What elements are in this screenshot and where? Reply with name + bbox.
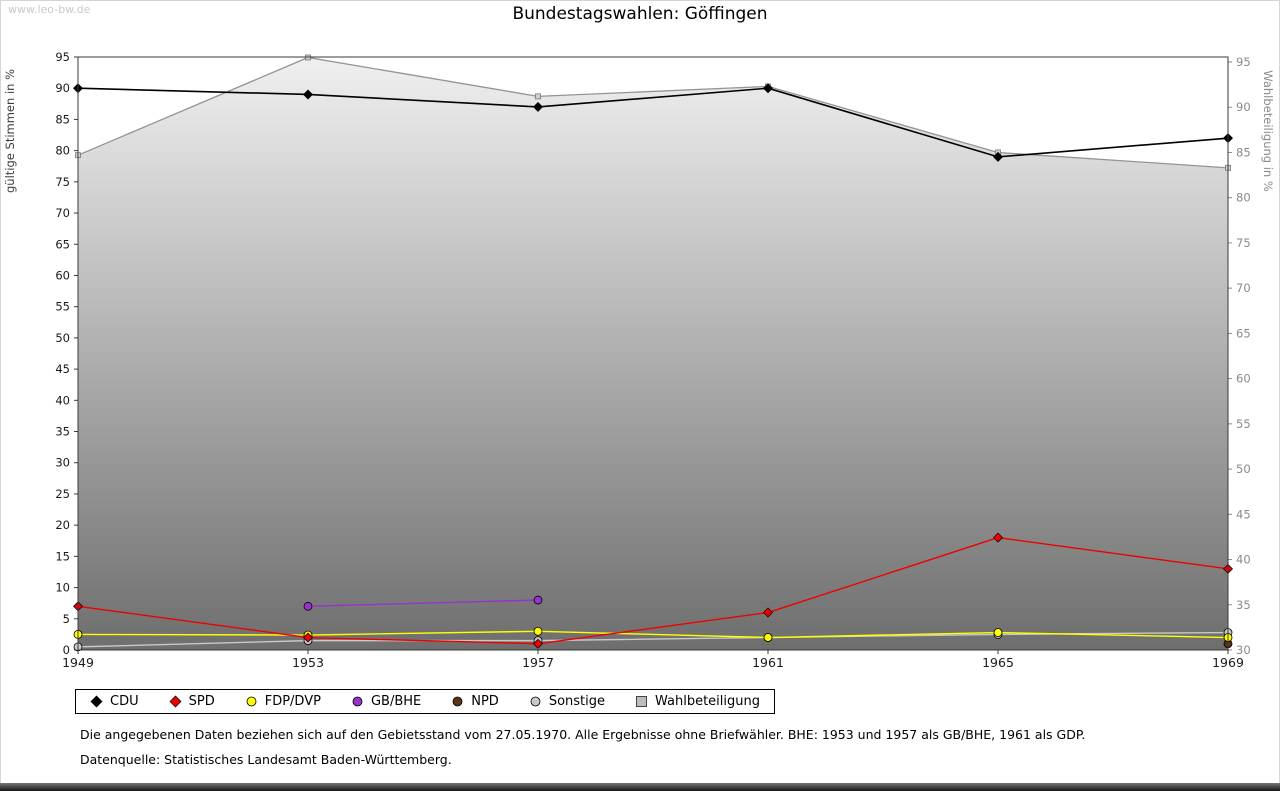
left-tick-label: 60	[55, 268, 70, 282]
left-tick-label: 15	[55, 549, 70, 563]
legend-marker-spd-icon	[169, 695, 182, 708]
data-point-fdp-dvp	[763, 633, 773, 642]
left-tick-label: 10	[55, 581, 70, 595]
right-tick-label: 40	[1236, 553, 1251, 567]
legend-label: SPD	[188, 694, 215, 709]
series-gb-bhe	[303, 595, 543, 611]
left-tick-label: 90	[55, 81, 70, 95]
x-tick-label: 1953	[292, 655, 324, 670]
data-point-spd	[533, 638, 543, 649]
footnote-gebietsstand: Die angegebenen Daten beziehen sich auf …	[80, 727, 1086, 742]
data-point-cdu	[303, 89, 313, 100]
legend-item-cdu: CDU	[90, 694, 139, 709]
legend-item-fdp-dvp: FDP/DVP	[245, 694, 321, 709]
left-axis-title: gültige Stimmen in %	[3, 69, 17, 193]
right-tick-label: 60	[1236, 372, 1251, 386]
legend-label: Wahlbeteiligung	[655, 694, 761, 709]
x-tick-label: 1961	[752, 655, 784, 670]
data-point-spd	[993, 532, 1003, 543]
election-line-chart: 0 5 10 15 20 25 30 35 40 45 50 55 60 65 70 75 80 85 90 95 30…	[3, 50, 1275, 670]
wahlbeteiligung-line	[77, 56, 1229, 169]
legend-item-npd: NPD	[451, 694, 499, 709]
legend-item-spd: SPD	[169, 694, 215, 709]
x-tick-label: 1969	[1212, 655, 1244, 670]
right-tick-label: 85	[1236, 145, 1251, 159]
right-tick-label: 65	[1236, 326, 1251, 340]
left-tick-label: 45	[55, 362, 70, 376]
legend-marker-gb-bhe-icon	[352, 696, 363, 707]
right-axis-title: Wahlbeteiligung in %	[1261, 70, 1275, 192]
legend-item-sonstige: Sonstige	[529, 694, 605, 709]
right-tick-label: 55	[1236, 417, 1251, 431]
chart-legend: CDU SPD FDP/DVP GB/BHE NPD Sonstige Wahlbeteil…	[75, 689, 776, 714]
right-tick-label: 50	[1236, 462, 1251, 476]
left-tick-label: 75	[55, 175, 70, 189]
data-point-gb-bhe	[533, 595, 543, 605]
left-tick-label: 70	[55, 206, 70, 220]
legend-marker-wahlbeteiligung-icon	[636, 696, 647, 707]
data-point-cdu	[533, 101, 543, 112]
left-tick-label: 65	[55, 237, 70, 251]
legend-marker-cdu-icon	[90, 695, 103, 708]
left-tick-label: 35	[55, 425, 70, 439]
left-tick-label: 25	[55, 487, 70, 501]
data-point-spd	[763, 607, 773, 618]
legend-item-gb-bhe: GB/BHE	[351, 694, 421, 709]
plot-border	[77, 56, 1229, 651]
right-tick-label: 80	[1236, 191, 1251, 205]
left-tick-label: 50	[55, 331, 70, 345]
data-point-fdp-dvp	[533, 626, 543, 636]
right-tick-label: 95	[1236, 55, 1251, 69]
x-tick-label: 1957	[522, 655, 554, 670]
left-tick-label: 0	[63, 643, 70, 657]
right-tick-label: 30	[1236, 643, 1251, 657]
wahlbeteiligung-point	[535, 93, 541, 100]
legend-marker-fdp-dvp-icon	[246, 696, 257, 707]
legend-label: GB/BHE	[370, 694, 422, 709]
right-tick-label: 90	[1236, 100, 1251, 114]
data-point-gb-bhe	[303, 601, 313, 611]
legend-item-wahlbeteiligung: Wahlbeteiligung	[635, 694, 760, 709]
left-tick-label: 55	[55, 300, 70, 314]
right-tick-label: 70	[1236, 281, 1251, 295]
left-tick-label: 80	[55, 144, 70, 158]
data-point-cdu	[763, 83, 773, 94]
legend-marker-npd-icon	[452, 696, 463, 707]
left-tick-label: 85	[55, 112, 70, 126]
legend-label: NPD	[471, 694, 499, 709]
data-point-spd	[303, 632, 313, 643]
wahlbeteiligung-area	[78, 57, 1228, 650]
legend-label: Sonstige	[548, 694, 605, 709]
right-tick-label: 35	[1236, 598, 1251, 612]
left-tick-label: 5	[63, 612, 70, 626]
watermark: www.leo-bw.de	[8, 3, 91, 16]
left-tick-label: 20	[55, 518, 70, 532]
x-tick-label: 1949	[62, 655, 94, 670]
legend-marker-sonstige-icon	[530, 696, 541, 707]
legend-label: CDU	[110, 694, 139, 709]
bottom-bar	[0, 783, 1280, 791]
data-point-fdp-dvp	[993, 628, 1003, 637]
left-tick-label: 95	[55, 50, 70, 64]
legend-label: FDP/DVP	[264, 694, 321, 709]
footnote-datenquelle: Datenquelle: Statistisches Landesamt Bad…	[80, 752, 452, 767]
x-tick-label: 1965	[982, 655, 1014, 670]
right-tick-label: 45	[1236, 507, 1251, 521]
chart-title: Bundestagswahlen: Göffingen	[512, 4, 768, 24]
left-tick-label: 30	[55, 456, 70, 470]
data-point-cdu	[993, 151, 1003, 162]
right-tick-label: 75	[1236, 236, 1251, 250]
left-tick-label: 40	[55, 393, 70, 407]
